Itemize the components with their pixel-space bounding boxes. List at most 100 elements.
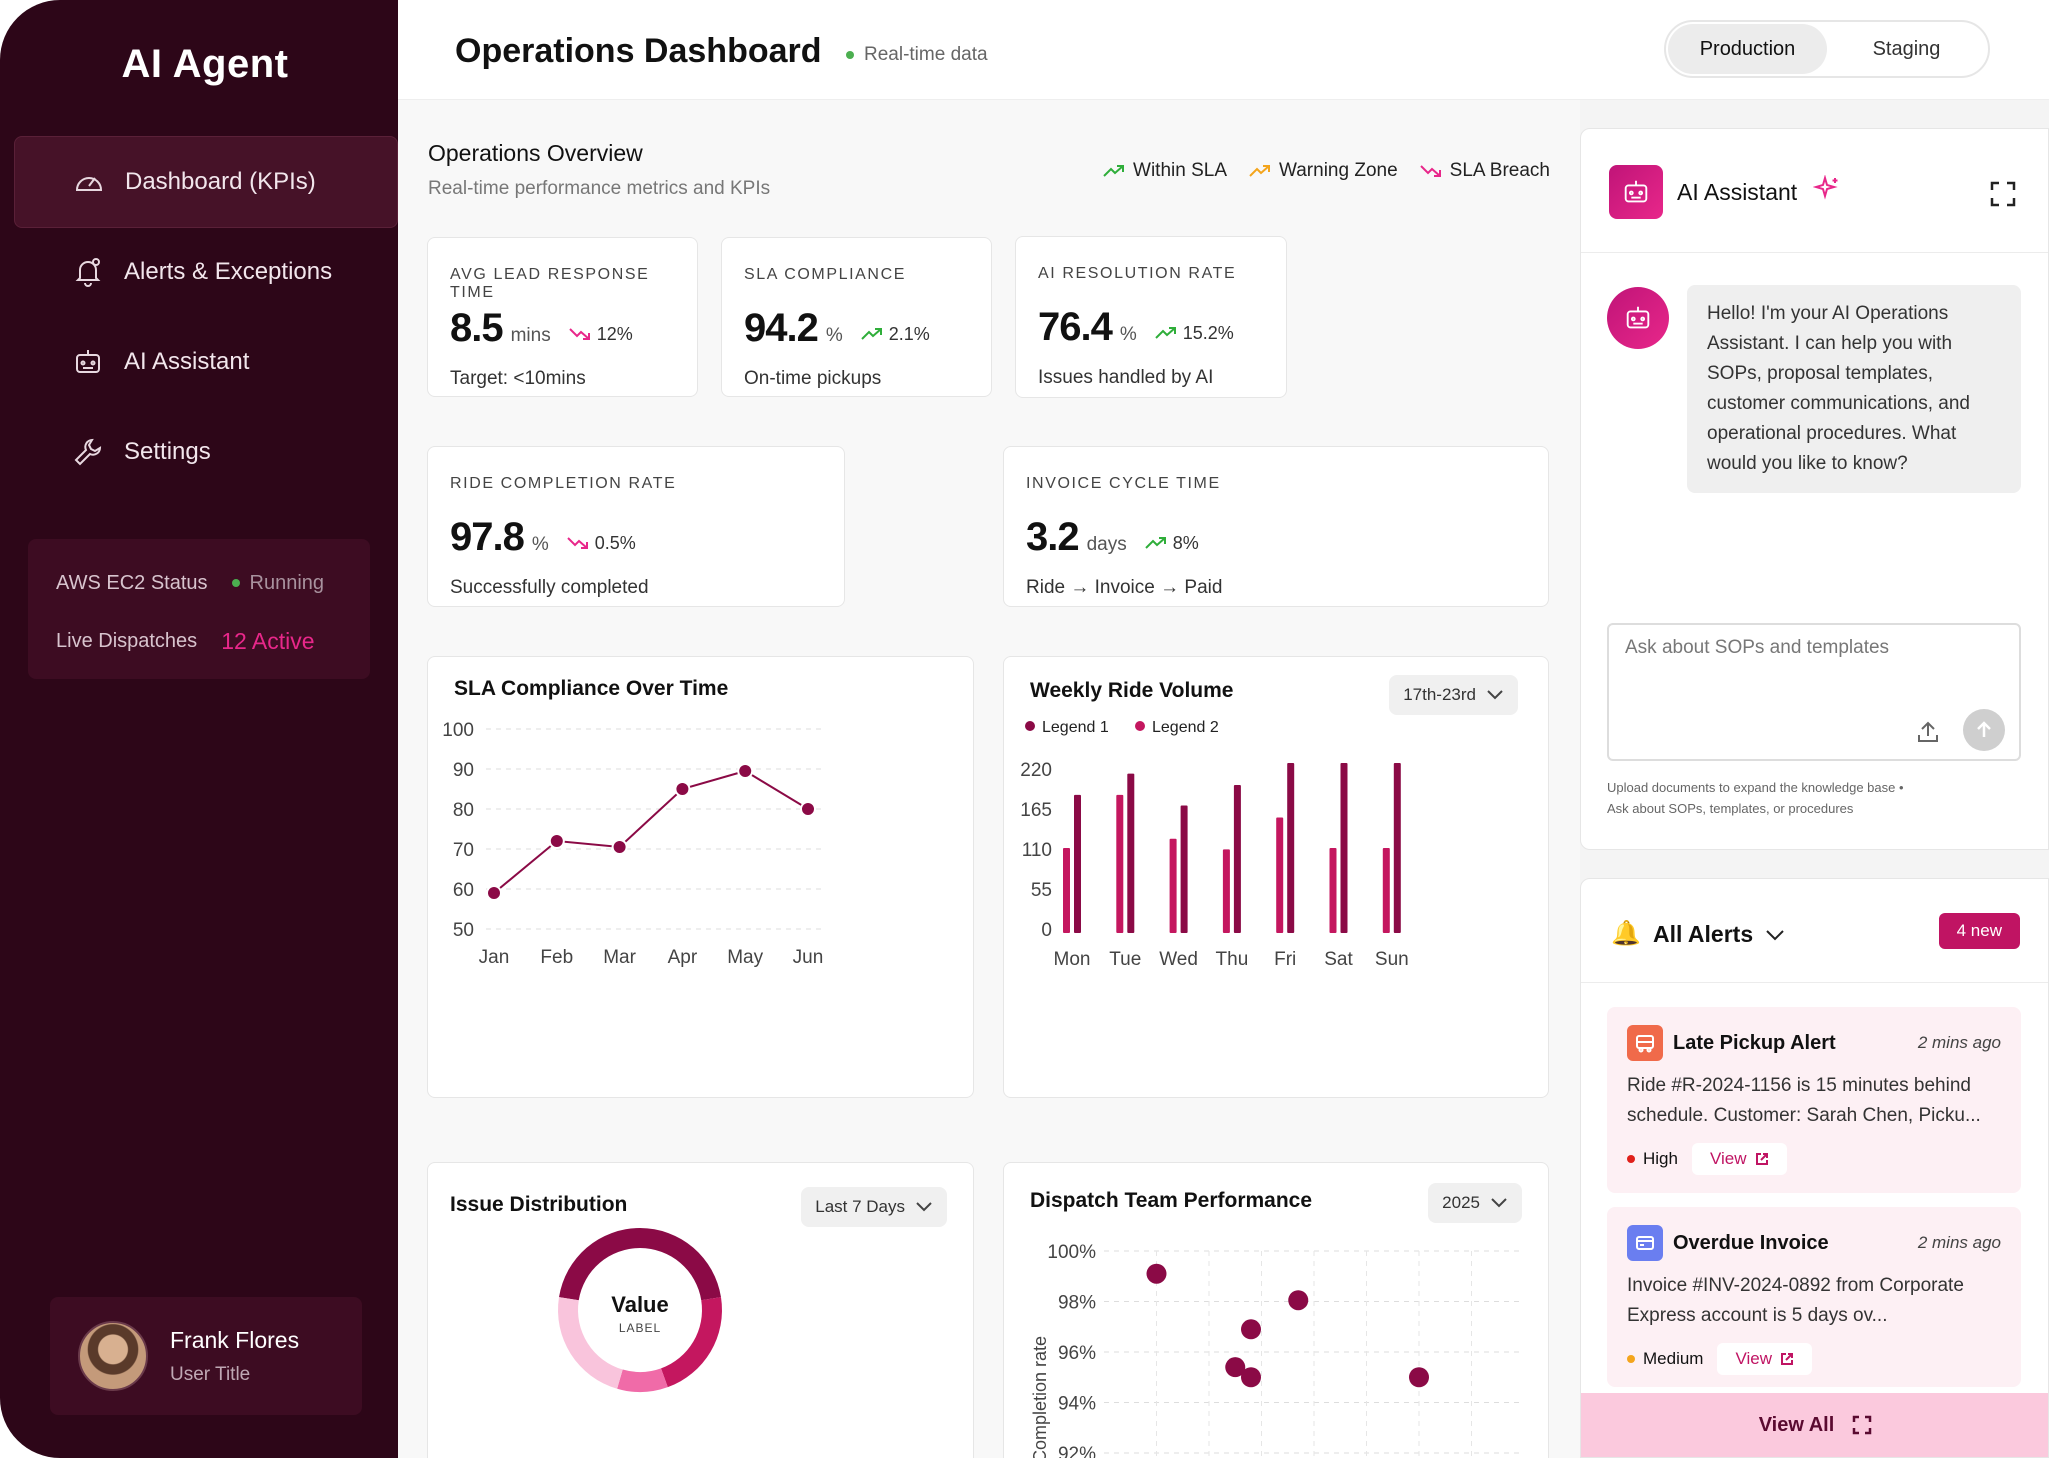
env-staging-button[interactable]: Staging [1872, 37, 1941, 60]
kpi-card-sla-compliance: SLA COMPLIANCE 94.2 % 2.1% On-time picku… [721, 237, 992, 397]
alerts-filter-dropdown[interactable]: All Alerts [1653, 921, 1785, 948]
chart-title: SLA Compliance Over Time [454, 677, 729, 700]
new-alerts-badge: 4 new [1938, 913, 2020, 949]
trend-up-icon [1103, 165, 1125, 177]
chart-title: Issue Distribution [450, 1193, 628, 1216]
chat-input-placeholder: Ask about SOPs and templates [1625, 637, 1890, 658]
y-tick-label: 96% [1058, 1343, 1096, 1364]
alert-item[interactable]: Late Pickup Alert 2 mins ago Ride #R-202… [1607, 1007, 2021, 1193]
alerts-header: 🔔 All Alerts 4 new [1581, 879, 2048, 983]
ec2-status-value: Running [249, 571, 325, 594]
arrow-up-icon [1977, 721, 1991, 737]
series-line [493, 769, 809, 894]
y-tick-label: 98% [1058, 1293, 1096, 1314]
right-panel: AI Assistant Hello! I'm your AI Operatio… [1580, 100, 2049, 1458]
period-dropdown-value: Last 7 Days [815, 1197, 905, 1216]
legend-warning-label: Warning Zone [1279, 160, 1398, 181]
kpi-value-row: 94.2 % 2.1% [744, 306, 930, 351]
header: Operations Dashboard Real-time data Prod… [398, 0, 2049, 100]
kpi-unit: % [531, 534, 549, 555]
nav-ai-assistant[interactable]: AI Assistant [14, 316, 398, 408]
period-dropdown[interactable]: Last 7 Days [801, 1187, 947, 1227]
environment-toggle: Production Staging [1664, 20, 1990, 78]
running-dot [231, 579, 240, 587]
upload-icon[interactable] [1915, 719, 1941, 745]
chat-input[interactable]: Ask about SOPs and templates [1607, 623, 2021, 761]
avatar [78, 1321, 148, 1391]
bar-series-1 [1116, 794, 1124, 933]
gauge-icon [75, 177, 103, 191]
kpi-trend: 2.1% [861, 324, 930, 345]
send-button[interactable] [1963, 709, 2005, 751]
bar-series-2 [1233, 784, 1241, 933]
assistant-message: Hello! I'm your AI Operations Assistant.… [1687, 285, 2021, 493]
legend-label: Legend 1 [1042, 719, 1109, 736]
y-tick-label: 165 [1020, 800, 1052, 821]
trend-up-icon [1145, 537, 1166, 549]
scatter-point [1288, 1290, 1309, 1311]
view-alert-button[interactable]: View [1717, 1343, 1813, 1375]
live-dot [846, 51, 854, 59]
bar-series-2 [1340, 763, 1348, 933]
alert-footer: Medium View [1627, 1343, 1813, 1375]
legend-marker [1135, 721, 1145, 731]
ec2-status-label: AWS EC2 Status [56, 571, 208, 594]
bar-series-2 [1393, 763, 1401, 933]
kpi-unit: % [1119, 324, 1137, 345]
ai-assistant-header: AI Assistant [1581, 129, 2048, 253]
kpi-note: On-time pickups [744, 368, 882, 389]
year-dropdown[interactable]: 2025 [1428, 1183, 1522, 1223]
kpi-card-ride-completion: RIDE COMPLETION RATE 97.8 % 0.5% Success… [427, 446, 845, 607]
kpi-value: 97.8 [450, 515, 525, 559]
priority-dot [1627, 1355, 1635, 1363]
alert-item[interactable]: Overdue Invoice 2 mins ago Invoice #INV-… [1607, 1207, 2021, 1387]
user-card[interactable]: Frank Flores User Title [50, 1297, 362, 1415]
nav-alerts-label: Alerts & Exceptions [124, 258, 333, 285]
view-alert-button[interactable]: View [1691, 1143, 1787, 1175]
pie-slice [661, 1297, 722, 1388]
data-point [800, 801, 816, 817]
user-name: Frank Flores [170, 1326, 300, 1353]
x-tick-label: Sat [1324, 949, 1353, 970]
bar-series-2 [1127, 773, 1135, 933]
alert-description: Invoice #INV-2024-0892 from Corporate Ex… [1627, 1275, 1964, 1326]
scatter-point [1241, 1319, 1261, 1340]
scatter-point [1409, 1367, 1429, 1388]
x-tick-label: Jan [479, 947, 510, 968]
alerts-title: All Alerts [1653, 921, 1754, 947]
realtime-label: Real-time data [864, 44, 988, 65]
bar-series-1 [1063, 848, 1070, 933]
view-all-button[interactable]: View All [1581, 1393, 2048, 1457]
kpi-value: 3.2 [1026, 515, 1080, 559]
bell-icon: 🔔 [1611, 920, 1641, 947]
bar-series-2 [1287, 763, 1295, 933]
overview-title: Operations Overview [428, 140, 643, 166]
status-panel: AWS EC2 Status Running Live Dispatches 1… [28, 539, 370, 679]
kpi-trend: 0.5% [567, 533, 636, 554]
nav-settings[interactable]: Settings [14, 406, 398, 498]
scatter-point [1146, 1263, 1167, 1284]
app-logo: AI Agent [121, 42, 289, 86]
realtime-indicator: Real-time data [846, 44, 988, 66]
bus-icon [1627, 1025, 1663, 1061]
y-tick-label: 50 [453, 920, 474, 941]
kpi-trend: 12% [569, 324, 633, 345]
ai-assistant-title: AI Assistant [1677, 179, 1798, 205]
nav-alerts[interactable]: Alerts & Exceptions [14, 226, 398, 318]
expand-icon[interactable] [1990, 181, 2016, 207]
bar-series-1 [1329, 848, 1337, 933]
x-tick-label: Feb [540, 947, 573, 968]
donut-center-value: Value [611, 1292, 668, 1317]
chat-help-line-2: Ask about SOPs, templates, or procedures [1607, 801, 1854, 816]
bar-series-1 [1169, 838, 1177, 933]
pie-slice [559, 1228, 721, 1301]
nav-dashboard[interactable]: Dashboard (KPIs) [14, 136, 398, 228]
sla-line-chart-card: SLA Compliance Over Time 100 90 80 70 60 50 Ja… [427, 656, 974, 1098]
robot-icon [1626, 306, 1650, 329]
week-dropdown[interactable]: 17th-23rd [1389, 675, 1518, 715]
env-production-button[interactable]: Production [1668, 24, 1827, 74]
kpi-label: INVOICE CYCLE TIME [1026, 475, 1221, 492]
alert-description: Ride #R-2024-1156 is 15 minutes behind s… [1627, 1075, 1981, 1126]
chevron-down-icon [1491, 1198, 1507, 1208]
kpi-trend-value: 2.1% [888, 323, 930, 344]
